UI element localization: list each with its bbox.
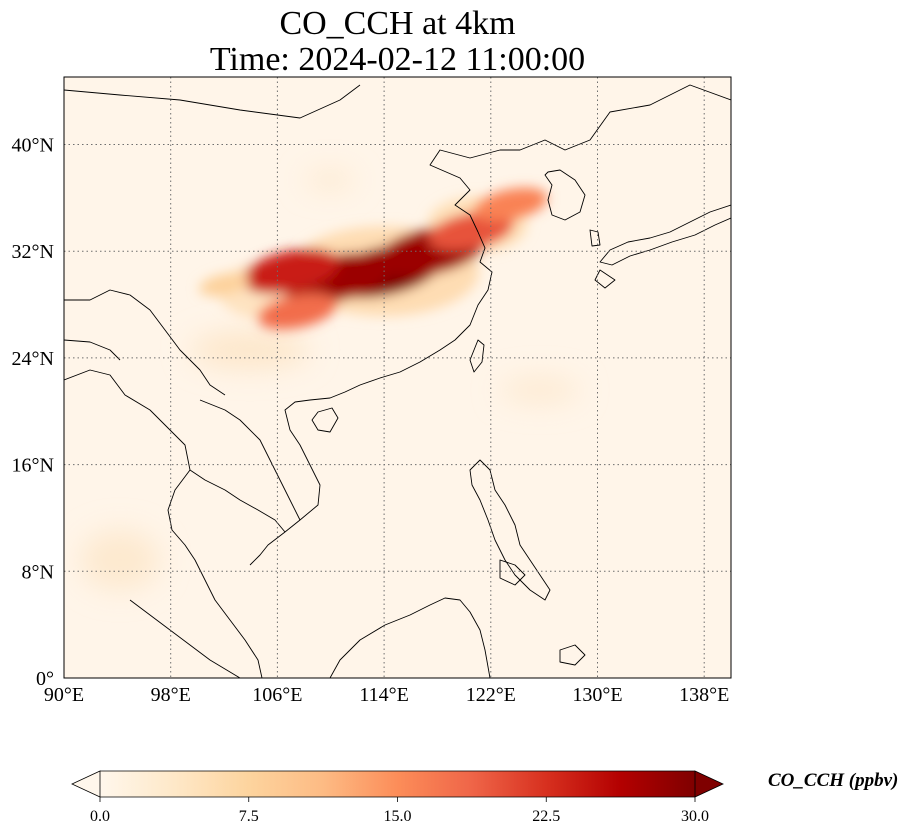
border-indochina xyxy=(64,369,263,678)
colorbar-extend-min xyxy=(71,770,101,798)
coastline-philippines xyxy=(469,459,551,601)
colorbar-tick-label: 22.5 xyxy=(532,808,560,825)
lon-tick-label: 138°E xyxy=(679,684,729,706)
coastline-japan xyxy=(599,204,731,266)
plume-cell xyxy=(199,273,249,296)
background-haze xyxy=(80,172,580,590)
colorbar-gradient-bar xyxy=(100,771,695,797)
chart-title-line-1: CO_CCH at 4km xyxy=(279,5,516,42)
longitude-tick-labels: 90°E 98°E 106°E 114°E 122°E 130°E 138°E xyxy=(44,684,729,706)
gridlines xyxy=(64,77,731,678)
lat-tick-label: 32°N xyxy=(12,241,54,263)
coastline-hainan xyxy=(311,407,339,433)
coastline-taiwan xyxy=(469,339,485,373)
map-frame xyxy=(63,76,732,679)
colorbar-label: CO_CCH (ppbv) xyxy=(768,770,899,791)
lat-tick-label: 40°N xyxy=(12,135,54,157)
plume-cell xyxy=(428,211,514,251)
lat-tick-label: 24°N xyxy=(12,348,54,370)
lon-tick-label: 90°E xyxy=(44,684,84,706)
lat-tick-label: 0° xyxy=(36,668,54,690)
coastline-mainland xyxy=(249,84,731,566)
lat-tick-label: 16°N xyxy=(12,455,54,477)
coastline-korea xyxy=(544,169,586,221)
plume-cell xyxy=(242,249,339,294)
lon-tick-label: 98°E xyxy=(151,684,191,706)
colorbar: 0.0 7.5 15.0 22.5 30.0 xyxy=(71,770,724,825)
map-background xyxy=(64,77,731,678)
lon-tick-label: 106°E xyxy=(252,684,302,706)
plume-cell xyxy=(474,187,548,222)
border-north xyxy=(64,84,361,119)
colorbar-tick-label: 30.0 xyxy=(681,808,709,825)
colorbar-tick-label: 0.0 xyxy=(90,808,110,825)
lon-tick-label: 122°E xyxy=(466,684,516,706)
colorbar-tick-label: 7.5 xyxy=(239,808,259,825)
chart-title-line-2: Time: 2024-02-12 11:00:00 xyxy=(209,41,586,78)
coastline-borneo xyxy=(329,597,491,678)
colorbar-extend-max xyxy=(694,770,724,798)
colorbar-tick-label: 15.0 xyxy=(384,808,412,825)
latitude-tick-labels: 40°N 32°N 24°N 16°N 8°N 0° xyxy=(12,135,54,691)
lat-tick-label: 8°N xyxy=(22,561,54,583)
colorbar-ticks: 0.0 7.5 15.0 22.5 30.0 xyxy=(90,797,709,825)
coastlines xyxy=(64,84,731,678)
lon-tick-label: 114°E xyxy=(359,684,408,706)
lon-tick-label: 130°E xyxy=(572,684,622,706)
